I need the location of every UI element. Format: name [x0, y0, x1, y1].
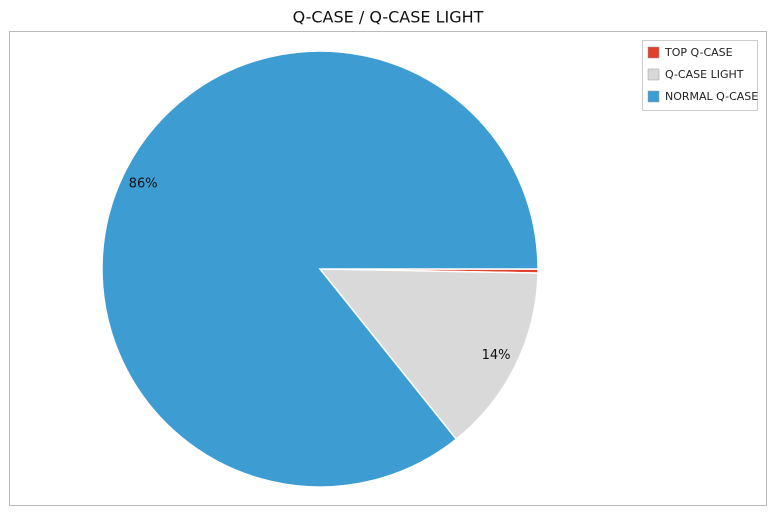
data-label: 86%: [129, 177, 158, 192]
legend-box: [642, 40, 758, 111]
pie-slice: [101, 50, 539, 488]
legend-swatch: [647, 90, 660, 103]
legend-swatch: [647, 46, 660, 59]
legend-label: TOP Q-CASE: [664, 46, 733, 59]
legend-label: Q-CASE LIGHT: [665, 68, 744, 81]
legend-swatch: [647, 68, 660, 81]
chart-title: Q-CASE / Q-CASE LIGHT: [293, 8, 484, 27]
data-label: 14%: [482, 348, 511, 363]
pie-slice: [318, 268, 539, 441]
legend-label: NORMAL Q-CASE: [665, 90, 758, 103]
